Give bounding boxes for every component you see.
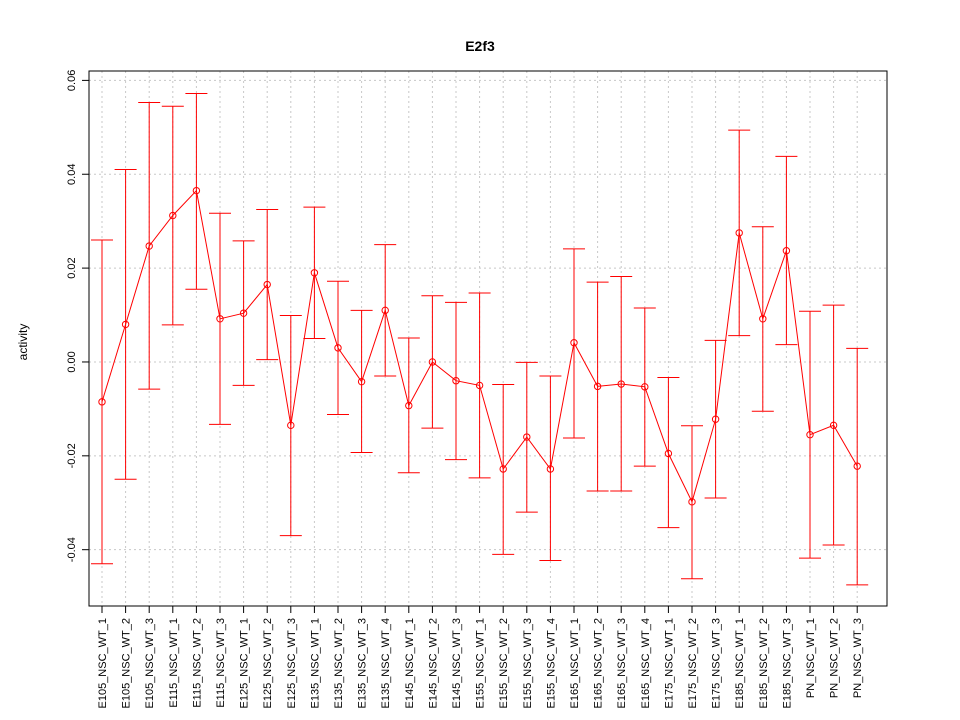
x-tick-label: E125_NSC_WT_1 (239, 618, 251, 709)
x-tick-label: E105_NSC_WT_1 (97, 618, 109, 709)
data-point (357, 377, 366, 386)
x-tick-label: E105_NSC_WT_2 (121, 618, 133, 709)
x-tick-label: E135_NSC_WT_1 (309, 618, 321, 709)
x-tick-label: E165_NSC_WT_4 (640, 618, 652, 709)
data-point (169, 211, 177, 220)
x-tick-label: E175_NSC_WT_2 (687, 618, 699, 709)
x-tick-label: E185_NSC_WT_3 (781, 618, 793, 709)
x-tick-label: E145_NSC_WT_1 (404, 618, 416, 709)
data-point (570, 339, 578, 347)
y-axis-label: activity (16, 324, 30, 361)
x-tick-label: E175_NSC_WT_1 (663, 618, 675, 709)
data-point (263, 280, 271, 289)
data-point (782, 247, 791, 255)
x-tick-label: E165_NSC_WT_3 (616, 618, 628, 709)
data-point (310, 269, 319, 277)
data-point (829, 421, 838, 430)
data-point (617, 380, 625, 388)
x-tick-label: E145_NSC_WT_2 (427, 618, 439, 709)
data-point (381, 306, 389, 315)
x-tick-label: E155_NSC_WT_4 (545, 618, 557, 709)
grid (89, 71, 887, 606)
x-tick-label: E155_NSC_WT_1 (475, 618, 487, 709)
data-points (98, 186, 861, 506)
x-tick-label: E145_NSC_WT_3 (451, 618, 463, 709)
x-tick-label: E185_NSC_WT_1 (734, 618, 746, 709)
x-tick-label: E125_NSC_WT_3 (286, 618, 298, 709)
x-tick-label: E165_NSC_WT_2 (593, 618, 605, 709)
x-tick-label: E175_NSC_WT_3 (711, 618, 723, 709)
data-point (641, 383, 649, 391)
series-line (101, 189, 858, 504)
data-point (98, 398, 106, 406)
y-tick-label: 0.02 (66, 257, 78, 278)
data-point (759, 315, 767, 323)
y-tick-label: -0.04 (66, 537, 78, 562)
x-tick-label: E115_NSC_WT_1 (168, 618, 180, 708)
data-point (853, 462, 861, 470)
data-point (145, 242, 153, 250)
data-point (452, 377, 460, 385)
data-point (806, 431, 814, 439)
data-point (546, 465, 555, 473)
x-tick-label: E165_NSC_WT_1 (569, 618, 581, 709)
data-point (499, 465, 507, 473)
x-tick-label: PN_NSC_WT_2 (829, 618, 841, 698)
y-tick-label: -0.02 (66, 443, 78, 468)
data-point (287, 421, 295, 430)
x-tick-label: PN_NSC_WT_1 (805, 618, 817, 698)
x-tick-label: E115_NSC_WT_3 (215, 618, 227, 708)
y-tick-label: 0.04 (66, 164, 78, 185)
data-point (239, 309, 248, 317)
y-tick-label: 0.06 (66, 70, 78, 91)
data-point (593, 382, 602, 391)
data-point (216, 315, 224, 323)
x-axis: E105_NSC_WT_1 E105_NSC_WT_2 E105_NSC_WT_3 E… (97, 606, 864, 709)
plot-frame (88, 70, 888, 607)
data-point (192, 186, 201, 195)
data-point (688, 498, 696, 506)
x-tick-label: PN_NSC_WT_3 (852, 618, 864, 698)
data-point (523, 433, 531, 441)
x-tick-label: E125_NSC_WT_2 (262, 618, 274, 709)
x-tick-label: E135_NSC_WT_3 (357, 618, 369, 709)
data-point (711, 415, 720, 423)
x-tick-label: E105_NSC_WT_3 (144, 618, 156, 709)
data-point (428, 358, 437, 366)
x-tick-label: E155_NSC_WT_2 (498, 618, 510, 709)
x-tick-label: E155_NSC_WT_3 (522, 618, 534, 709)
series-polyline (101, 189, 858, 504)
data-point (735, 229, 743, 237)
y-tick-label: 0.00 (66, 351, 78, 372)
data-point (405, 401, 413, 410)
x-tick-label: E185_NSC_WT_2 (758, 618, 770, 709)
data-point (664, 449, 673, 458)
x-tick-label: E135_NSC_WT_2 (333, 618, 345, 709)
data-point (121, 320, 130, 329)
data-point (334, 344, 342, 352)
x-tick-label: E135_NSC_WT_4 (380, 618, 392, 709)
y-axis: -0.04 -0.02 0.00 0.02 0.04 0.06 (66, 70, 89, 562)
data-point (475, 381, 484, 390)
x-tick-label: E115_NSC_WT_2 (191, 618, 203, 708)
chart-title: E2f3 (465, 38, 495, 54)
